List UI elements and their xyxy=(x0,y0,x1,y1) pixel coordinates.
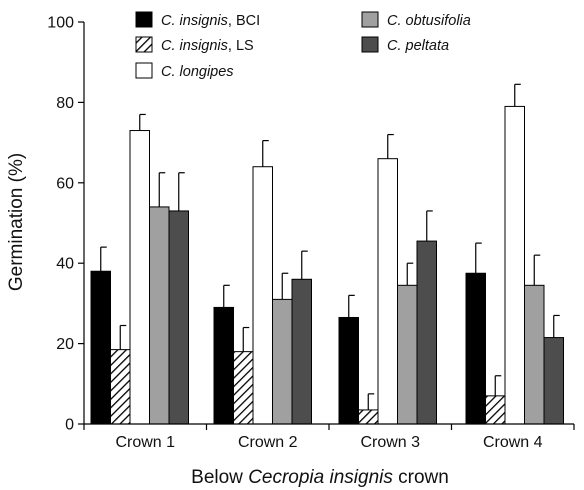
bar-c-peltata-crown-3 xyxy=(416,240,437,425)
y-tick-label-40: 40 xyxy=(56,256,74,273)
legend-label-c-insignis-ls: C. insignis, LS xyxy=(161,38,254,54)
legend-swatch-c-peltata xyxy=(361,36,379,53)
x-tick-label-crown-4: Crown 4 xyxy=(483,434,543,451)
legend-label-c-peltata: C. peltata xyxy=(387,38,449,54)
legend-label-c-longipes: C. longipes xyxy=(161,64,234,80)
legend-swatch-c-longipes xyxy=(135,62,153,79)
bar-c-obtusifolia-crown-2 xyxy=(272,298,293,425)
bar-c-longipes-crown-3 xyxy=(377,158,398,425)
bar-c-obtusifolia-crown-1 xyxy=(149,206,170,425)
bar-c-obtusifolia-crown-3 xyxy=(397,284,418,425)
bar-c-insignis-bci-crown-1 xyxy=(90,270,111,425)
y-axis-title: Germination (%) xyxy=(6,153,27,291)
legend-swatch-c-obtusifolia xyxy=(361,11,379,28)
bar-c-insignis-bci-crown-2 xyxy=(213,306,234,425)
y-tick-label-60: 60 xyxy=(56,175,74,192)
bar-c-longipes-crown-1 xyxy=(129,130,150,425)
bar-c-insignis-ls-crown-3 xyxy=(358,409,379,425)
bar-c-peltata-crown-4 xyxy=(543,337,564,425)
y-tick-label-20: 20 xyxy=(56,336,74,353)
x-tick-label-crown-3: Crown 3 xyxy=(360,434,420,451)
bar-c-insignis-bci-crown-4 xyxy=(465,272,486,425)
bar-c-peltata-crown-2 xyxy=(291,278,312,425)
bar-c-longipes-crown-2 xyxy=(252,166,273,425)
x-tick-label-crown-1: Crown 1 xyxy=(115,434,175,451)
plot-area xyxy=(90,83,564,425)
bar-c-longipes-crown-4 xyxy=(504,105,525,425)
legend-swatch-c-insignis-ls xyxy=(135,36,153,53)
bar-c-insignis-ls-crown-2 xyxy=(233,351,254,425)
y-tick-label-100: 100 xyxy=(47,15,74,32)
bar-c-peltata-crown-1 xyxy=(168,210,189,425)
legend-label-c-insignis-bci: C. insignis, BCI xyxy=(161,13,260,29)
y-tick-label-80: 80 xyxy=(56,95,74,112)
bar-c-insignis-ls-crown-1 xyxy=(110,349,131,425)
legend: C. insignis, BCI C. insignis, LS C. longip… xyxy=(135,11,471,80)
bar-c-obtusifolia-crown-4 xyxy=(524,284,545,425)
axes: 0 20 40 60 80 100 Crown 1 Crown 2 Crown 3 Crown 4 xyxy=(47,15,575,451)
x-tick-label-crown-2: Crown 2 xyxy=(238,434,298,451)
legend-label-c-obtusifolia: C. obtusifolia xyxy=(387,13,471,29)
x-axis-title: Below Cecropia insignis crown xyxy=(191,467,449,488)
bar-c-insignis-bci-crown-3 xyxy=(338,316,359,425)
y-tick-label-0: 0 xyxy=(65,417,74,434)
bar-c-insignis-ls-crown-4 xyxy=(485,395,506,425)
legend-swatch-c-insignis-bci xyxy=(135,11,153,28)
